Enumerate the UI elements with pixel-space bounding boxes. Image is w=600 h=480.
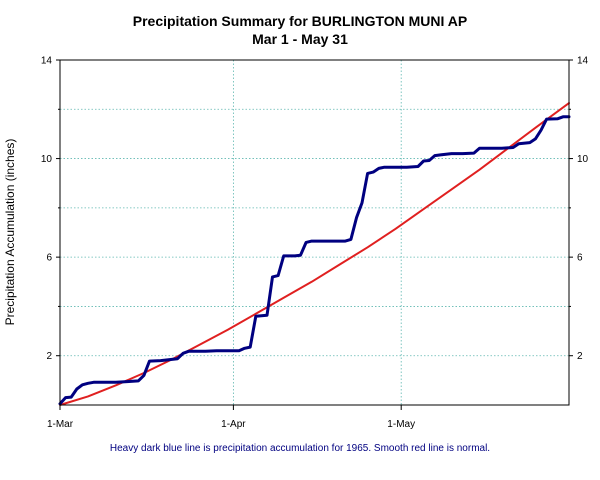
y-tick-label-left: 14 (41, 56, 53, 67)
grid-lines (60, 59, 569, 405)
chart-caption: Heavy dark blue line is precipitation ac… (110, 443, 490, 454)
x-tick-label: 1-Mar (47, 419, 74, 430)
x-tick-label: 1-May (387, 419, 415, 430)
y-tick-label-left: 10 (41, 154, 53, 165)
axis-ticks: 2 2 6 6 10 10 14 14 1-Mar 1-Apr 1-May (41, 56, 589, 431)
series-line-accumulation (58, 115, 571, 406)
plot-frame (59, 59, 570, 406)
y-tick-label-right: 14 (577, 56, 589, 67)
y-tick-label-left: 6 (46, 253, 52, 264)
x-tick-label: 1-Apr (221, 419, 246, 430)
chart-title: Precipitation Summary for BURLINGTON MUN… (133, 13, 467, 29)
y-tick-label-right: 2 (577, 351, 583, 362)
y-tick-label-right: 6 (577, 253, 583, 264)
plot-series (58, 102, 571, 406)
y-axis-label: Precipitation Accumulation (inches) (3, 139, 17, 326)
chart-subtitle: Mar 1 - May 31 (252, 31, 348, 47)
y-tick-label-right: 10 (577, 154, 589, 165)
y-tick-label-left: 2 (46, 351, 52, 362)
